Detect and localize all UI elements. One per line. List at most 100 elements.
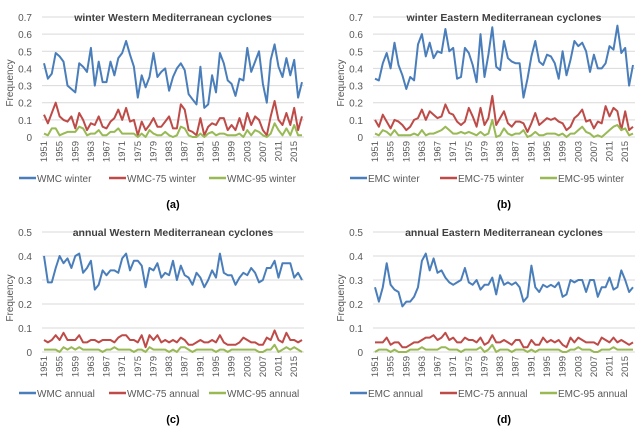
x-tick-label: 1991	[526, 141, 537, 162]
legend-label: EMC-75 annual	[458, 389, 527, 400]
chart-title: annual Eastern Mediterranean cyclones	[405, 227, 603, 239]
chart-title: winter Western Mediterranean cyclones	[73, 12, 272, 24]
x-tick-label: 2015	[620, 141, 631, 162]
legend-label: EMC annual	[368, 389, 423, 400]
legend-label: WMC-95 annual	[227, 389, 299, 400]
title-background	[91, 224, 255, 238]
legend-label: WMC winter	[37, 174, 92, 185]
x-tick-label: 1979	[148, 356, 159, 377]
x-tick-label: 1995	[211, 141, 222, 162]
legend-label: EMC-95 annual	[558, 389, 627, 400]
x-tick-label: 1979	[479, 356, 490, 377]
x-tick-label: 1967	[433, 141, 444, 162]
x-tick-label: 1967	[102, 141, 113, 162]
y-tick-label: 0.2	[349, 99, 363, 110]
x-tick-label: 1987	[180, 141, 191, 162]
x-tick-label: 1983	[164, 141, 175, 162]
y-tick-label: 0.2	[18, 300, 32, 311]
x-tick-label: 1999	[227, 356, 238, 377]
y-tick-label: 0.4	[349, 64, 363, 75]
x-tick-label: 1971	[448, 141, 459, 162]
x-tick-label: 2015	[289, 141, 300, 162]
y-tick-label: 0.6	[18, 30, 32, 41]
x-tick-label: 1995	[542, 356, 553, 377]
x-tick-label: 1951	[370, 356, 381, 377]
x-tick-label: 1975	[464, 141, 475, 162]
x-tick-label: 1967	[102, 356, 113, 377]
panel-label: (c)	[166, 414, 180, 426]
x-tick-label: 1959	[401, 356, 412, 377]
y-tick-label: 0.4	[349, 252, 363, 263]
x-tick-label: 1979	[479, 141, 490, 162]
x-tick-label: 2003	[242, 356, 253, 377]
x-tick-label: 2007	[258, 356, 269, 377]
series-line-emc-annual	[374, 252, 634, 308]
x-tick-label: 2015	[289, 356, 300, 377]
y-tick-label: 0.3	[349, 276, 363, 287]
y-tick-label: 0.5	[349, 47, 363, 58]
x-tick-label: 2003	[242, 141, 253, 162]
x-tick-label: 1975	[133, 141, 144, 162]
x-tick-label: 1963	[417, 141, 428, 162]
x-tick-label: 1987	[180, 356, 191, 377]
series-line-emc-95-annual	[374, 343, 633, 353]
series-line-wmc-winter	[43, 40, 303, 109]
x-tick-label: 1951	[370, 141, 381, 162]
x-tick-label: 1971	[448, 356, 459, 377]
x-tick-label: 1991	[526, 356, 537, 377]
x-tick-label: 1971	[117, 356, 128, 377]
legend-label: WMC-95 winter	[227, 174, 297, 185]
y-tick-label: 0	[357, 133, 363, 144]
chart-title: winter Eastern Mediterranean cyclones	[406, 12, 602, 24]
x-tick-label: 2003	[573, 356, 584, 377]
legend-label: WMC annual	[37, 389, 95, 400]
x-tick-label: 1975	[133, 356, 144, 377]
y-tick-label: 0.2	[18, 99, 32, 110]
x-tick-label: 1959	[70, 141, 81, 162]
x-tick-label: 1955	[55, 141, 66, 162]
legend-label: EMC winter	[368, 174, 420, 185]
x-tick-label: 1995	[542, 141, 553, 162]
chart-panel-2: 0 0.1 0.2 0.3 0.4 0.5 0.6 0.7 winter Eastern Med…	[336, 9, 635, 211]
y-tick-label: 0.1	[18, 116, 32, 127]
y-tick-label: 0.2	[349, 300, 363, 311]
y-tick-label: 0.5	[349, 228, 363, 239]
x-tick-label: 2011	[274, 356, 285, 376]
panel-label: (d)	[497, 414, 511, 426]
series-line-wmc-95-annual	[44, 343, 303, 353]
series-line-wmc-annual	[43, 252, 303, 291]
x-tick-label: 2015	[620, 356, 631, 377]
x-tick-label: 2007	[589, 141, 600, 162]
legend-label: WMC-75 annual	[127, 389, 199, 400]
series-line-emc-75-winter	[374, 94, 634, 133]
x-tick-label: 1995	[211, 356, 222, 377]
legend-label: EMC-75 winter	[458, 174, 525, 185]
y-axis-label: Frequency	[5, 274, 16, 321]
x-tick-label: 1959	[70, 356, 81, 377]
x-tick-label: 1987	[511, 356, 522, 377]
y-tick-label: 0.3	[349, 82, 363, 93]
x-tick-label: 1951	[39, 141, 50, 162]
x-tick-label: 2011	[605, 356, 616, 376]
x-tick-label: 2007	[258, 141, 269, 162]
x-tick-label: 1983	[495, 356, 506, 377]
panel-label: (a)	[166, 199, 180, 211]
y-tick-label: 0.3	[18, 276, 32, 287]
x-tick-label: 2007	[589, 356, 600, 377]
y-tick-label: 0.5	[18, 228, 32, 239]
chart-panel-4: 0 0.1 0.2 0.3 0.4 0.5 annual Eastern Mediterra…	[336, 224, 635, 426]
x-tick-label: 1991	[195, 356, 206, 377]
legend-label: EMC-95 winter	[558, 174, 625, 185]
x-tick-label: 1979	[148, 141, 159, 162]
x-tick-label: 1959	[401, 141, 412, 162]
x-tick-label: 2011	[274, 141, 285, 161]
y-tick-label: 0.3	[18, 82, 32, 93]
legend-label: WMC-75 winter	[127, 174, 197, 185]
x-tick-label: 1955	[55, 356, 66, 377]
y-tick-label: 0.7	[18, 13, 32, 24]
y-tick-label: 0.4	[18, 252, 32, 263]
x-tick-label: 2011	[605, 141, 616, 161]
x-tick-label: 1955	[386, 356, 397, 377]
x-tick-label: 1967	[433, 356, 444, 377]
